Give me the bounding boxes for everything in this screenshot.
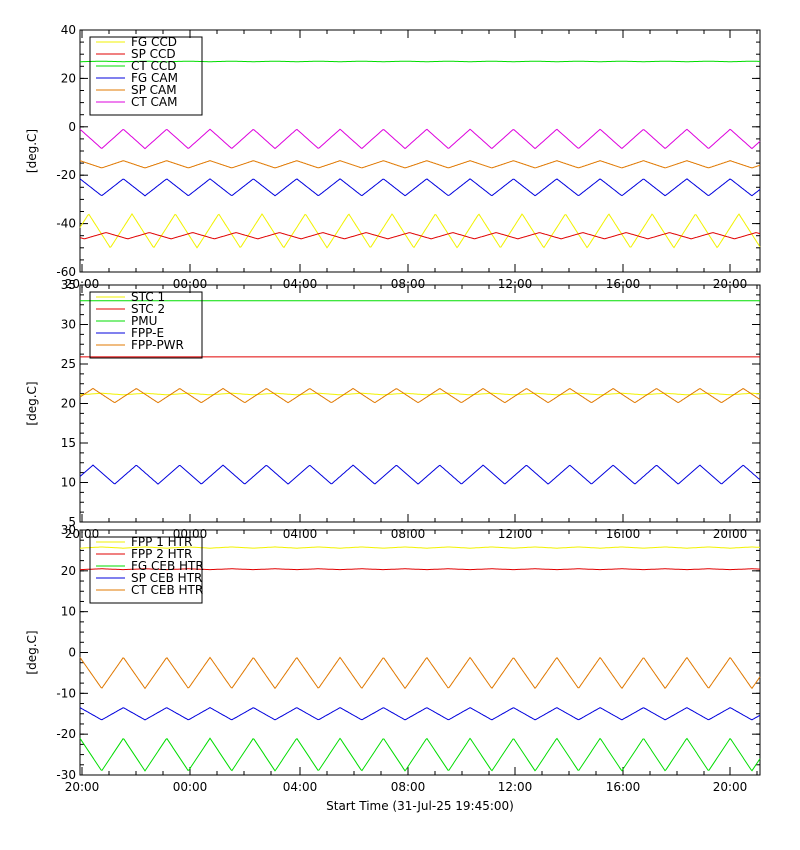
legend-label: STC 1 (131, 290, 165, 304)
y-tick-label: 25 (61, 357, 76, 371)
x-tick-label: 20:00 (65, 780, 100, 794)
x-tick-label: 00:00 (173, 277, 208, 291)
y-tick-label: 35 (61, 278, 76, 292)
legend-label: FG CCD (131, 35, 177, 49)
x-tick-label: 16:00 (606, 780, 641, 794)
y-tick-label: 20 (61, 71, 76, 85)
legend-label: STC 2 (131, 302, 165, 316)
legend-label: FPP 2 HTR (131, 547, 192, 561)
series-line (79, 546, 761, 549)
legend-label: FPP-PWR (131, 338, 184, 352)
series-line (79, 464, 761, 485)
x-tick-label: 16:00 (606, 277, 641, 291)
y-tick-label: 10 (61, 605, 76, 619)
x-tick-label: 20:00 (713, 277, 748, 291)
legend-label: SP CCD (131, 47, 176, 61)
y-tick-label: 20 (61, 564, 76, 578)
series-line (80, 60, 760, 63)
y-tick-label: 10 (61, 476, 76, 490)
series-line (79, 737, 761, 772)
x-tick-label: 00:00 (173, 780, 208, 794)
y-tick-label: -30 (56, 768, 76, 782)
legend-label: CT CEB HTR (131, 583, 203, 597)
y-tick-label: 20 (61, 397, 76, 411)
x-tick-label: 20:00 (713, 780, 748, 794)
series-line (79, 656, 761, 690)
legend-box (89, 36, 203, 116)
y-tick-label: 40 (61, 23, 76, 37)
legend-label: CT CAM (131, 95, 177, 109)
plot-frame (79, 284, 761, 523)
y-tick-label: -40 (56, 217, 76, 231)
y-tick-label: -20 (56, 727, 76, 741)
series-line (79, 128, 761, 150)
y-axis-label: [deg.C] (25, 129, 39, 173)
y-axis-label: [deg.C] (25, 630, 39, 674)
y-tick-label: 15 (61, 436, 76, 450)
y-tick-label: 0 (68, 646, 76, 660)
x-tick-label: 04:00 (283, 780, 318, 794)
y-tick-label: 30 (61, 318, 76, 332)
legend-label: FPP-E (131, 326, 164, 340)
y-axis-label: [deg.C] (25, 381, 39, 425)
y-tick-label: 30 (61, 523, 76, 537)
legend-box (89, 291, 203, 359)
y-tick-label: 0 (68, 120, 76, 134)
y-tick-label: 5 (68, 515, 76, 529)
legend-label: FG CAM (131, 71, 178, 85)
series-line (79, 178, 761, 197)
series-line (79, 212, 761, 249)
series-line (79, 387, 761, 404)
series-line (79, 392, 761, 396)
series-line (80, 568, 760, 571)
legend-label: FPP 1 HTR (131, 535, 192, 549)
series-line (79, 160, 761, 169)
series-line (79, 232, 761, 240)
y-tick-label: -20 (56, 168, 76, 182)
legend-label: SP CAM (131, 83, 177, 97)
panel-2: 35 30 25 20 15 10 5 20:00 00:00 04:00 08:00 12:00 16… (25, 278, 761, 541)
legend-label: PMU (131, 314, 157, 328)
legend-box (89, 536, 203, 604)
legend-label: CT CCD (131, 59, 177, 73)
x-tick-label: 08:00 (391, 277, 426, 291)
x-tick-label: 12:00 (498, 277, 533, 291)
legend-label: FG CEB HTR (131, 559, 204, 573)
legend-label: SP CEB HTR (131, 571, 202, 585)
y-tick-label: -60 (56, 265, 76, 279)
series-line (79, 707, 761, 721)
x-tick-label: 08:00 (391, 780, 426, 794)
x-axis-title: Start Time (31-Jul-25 19:45:00) (326, 799, 514, 813)
y-tick-label: -10 (56, 686, 76, 700)
x-tick-label: 20:00 (65, 277, 100, 291)
x-tick-label: 12:00 (498, 780, 533, 794)
x-tick-label: 04:00 (283, 277, 318, 291)
